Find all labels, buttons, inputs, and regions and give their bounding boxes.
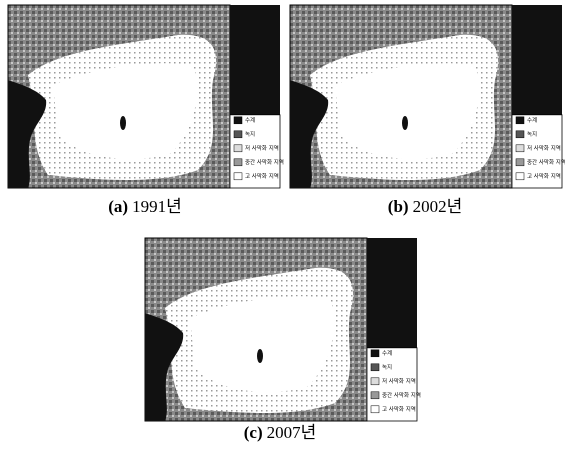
legend-swatch (371, 350, 379, 357)
legend-column (367, 238, 417, 348)
legend-swatch (234, 117, 242, 124)
legend-label: 저 사막화 지역 (382, 377, 416, 385)
legend-swatch (371, 378, 379, 385)
caption-label: (c) (244, 423, 263, 442)
legend-label: 저 사막화 지역 (245, 144, 279, 152)
legend-label: 중간 사막화 지역 (245, 158, 284, 166)
caption-label: (a) (108, 197, 128, 216)
legend-swatch (516, 131, 524, 138)
legend-label: 고 사막화 지역 (382, 405, 416, 413)
legend-label: 고 사막화 지역 (527, 172, 561, 180)
desert-core (190, 296, 334, 392)
legend-label: 저 사막화 지역 (527, 144, 561, 152)
caption-year: 1991년 (132, 197, 182, 216)
legend-swatch (234, 173, 242, 180)
legend-label: 수계 (382, 349, 392, 357)
legend-label: 수계 (245, 116, 255, 124)
desert-core (335, 63, 479, 159)
legend-swatch (371, 364, 379, 371)
legend-swatch (234, 131, 242, 138)
legend-swatch (234, 159, 242, 166)
caption-label: (b) (388, 197, 409, 216)
water-body (120, 116, 126, 130)
legend-label: 수계 (527, 116, 537, 124)
caption-year: 2007년 (267, 423, 317, 442)
legend-label: 고 사막화 지역 (245, 172, 279, 180)
legend-label: 중간 사막화 지역 (382, 391, 421, 399)
legend-label: 중간 사막화 지역 (527, 158, 565, 166)
legend-swatch (516, 117, 524, 124)
legend-swatch (371, 392, 379, 399)
caption-year: 2002년 (413, 197, 463, 216)
legend-swatch (516, 159, 524, 166)
caption: (b)2002년 (388, 197, 462, 216)
legend-label: 녹지 (245, 130, 255, 138)
caption: (c)2007년 (244, 423, 317, 442)
legend-label: 녹지 (527, 130, 537, 138)
desert-core (53, 63, 197, 159)
legend-swatch (371, 406, 379, 413)
legend-swatch (516, 145, 524, 152)
water-body (257, 349, 263, 363)
legend-swatch (516, 173, 524, 180)
caption: (a)1991년 (108, 197, 181, 216)
legend-swatch (234, 145, 242, 152)
water-body (402, 116, 408, 130)
legend-label: 녹지 (382, 363, 392, 371)
legend-column (230, 5, 280, 115)
figure: 수계녹지저 사막화 지역중간 사막화 지역고 사막화 지역(a)1991년수계녹… (0, 0, 565, 454)
legend-column (512, 5, 562, 115)
